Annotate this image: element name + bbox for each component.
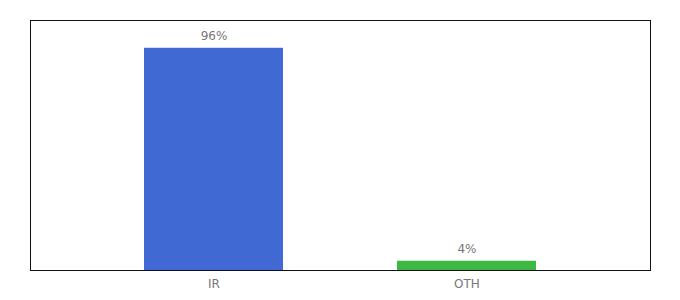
- svg-text:4%: 4%: [457, 242, 476, 256]
- svg-text:96%: 96%: [201, 29, 228, 43]
- svg-text:IR: IR: [208, 277, 220, 291]
- svg-text:OTH: OTH: [454, 277, 480, 291]
